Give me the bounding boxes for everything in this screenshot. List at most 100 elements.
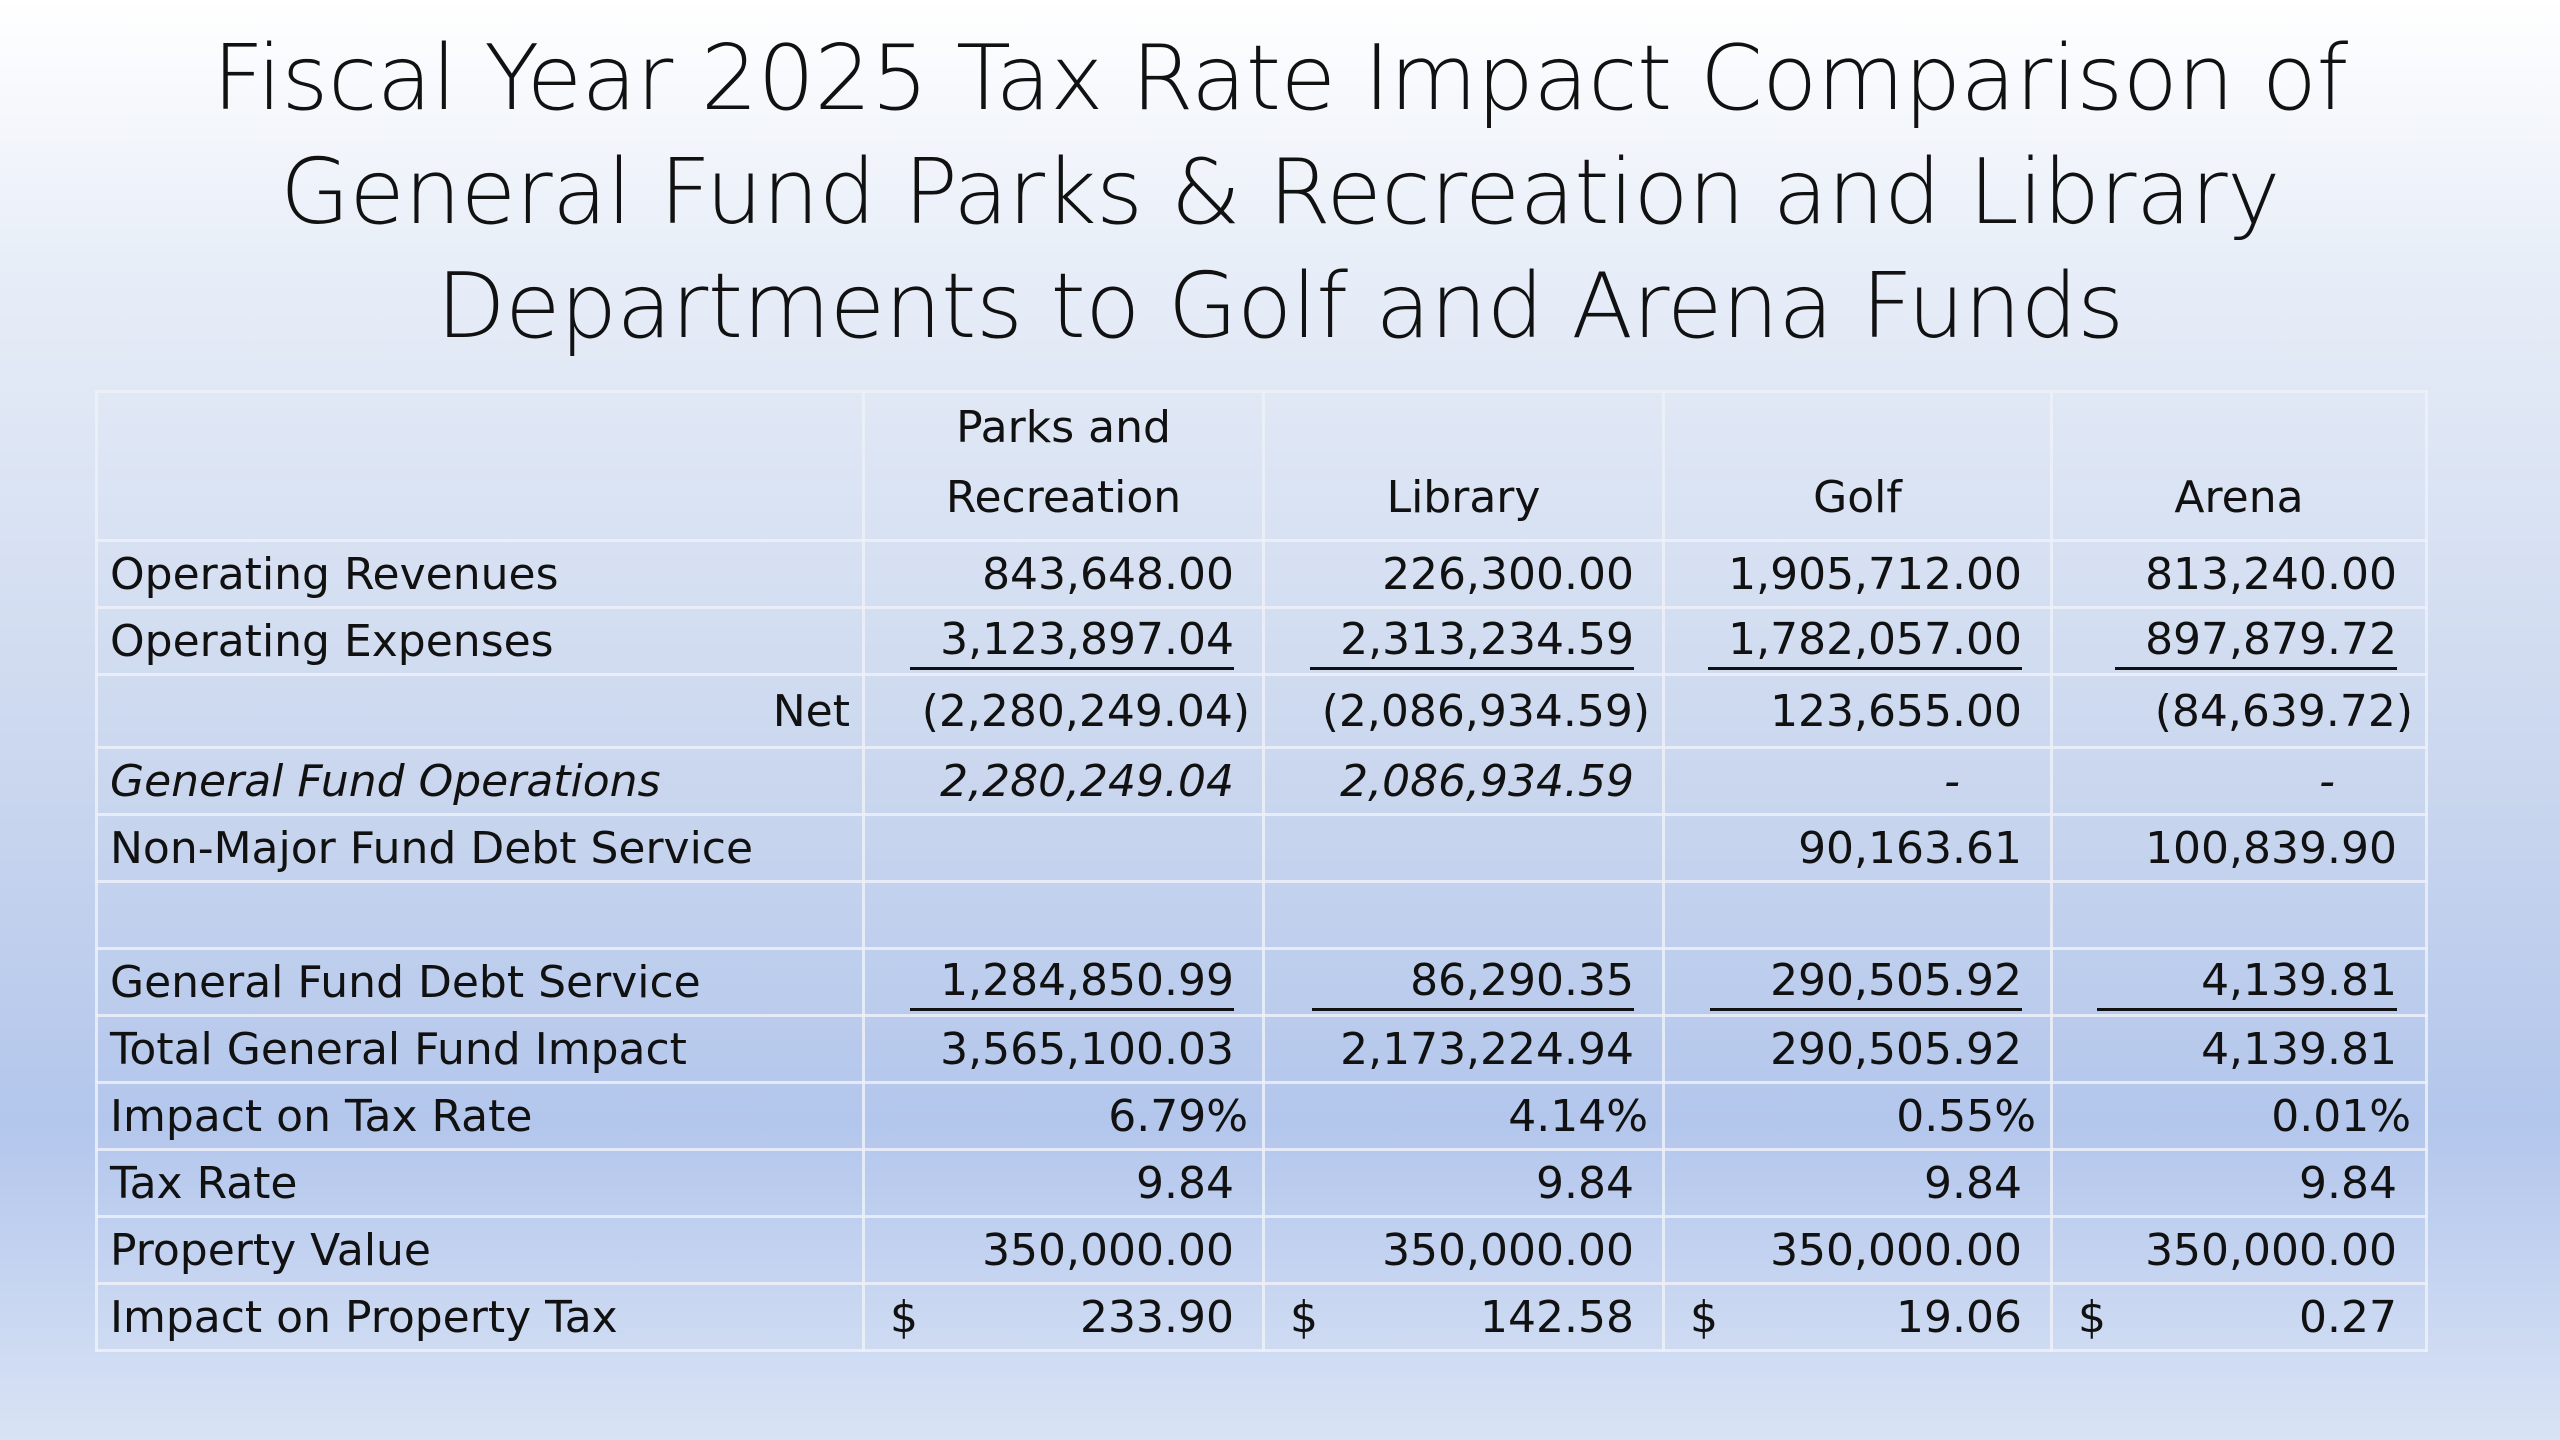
blank-cell	[2050, 880, 2428, 950]
row-label: General Fund Debt Service	[95, 947, 865, 1017]
row-label: Impact on Tax Rate	[95, 1081, 865, 1151]
cell-golf: 350,000.00	[1662, 1215, 2053, 1285]
cell-parks: 6.79%	[862, 1081, 1265, 1151]
cell-parks: 3,565,100.03	[862, 1014, 1265, 1084]
cell-library: 226,300.00	[1262, 539, 1665, 609]
cell-parks: 3,123,897.04	[862, 606, 1265, 676]
cell-library-value: 142.58	[1480, 1291, 1634, 1343]
cell-arena: 4,139.81	[2050, 947, 2428, 1017]
row-operating-expenses: Operating Expenses 3,123,897.04 2,313,23…	[95, 606, 2428, 676]
header-parks-line2: Recreation	[945, 472, 1182, 523]
header-blank	[95, 390, 865, 542]
header-row: Parks and Recreation Library Golf Arena	[95, 390, 2428, 542]
cell-golf: 9.84	[1662, 1148, 2053, 1218]
row-blank	[95, 880, 2428, 950]
cell-arena-value: 0.27	[2299, 1291, 2397, 1343]
blank-cell	[1662, 880, 2053, 950]
currency-symbol: $	[1690, 1291, 1718, 1343]
row-impact-on-property-tax: Impact on Property Tax $233.90 $142.58 $…	[95, 1282, 2428, 1352]
row-operating-revenues: Operating Revenues 843,648.00 226,300.00…	[95, 539, 2428, 609]
slide-title: Fiscal Year 2025 Tax Rate Impact Compari…	[0, 22, 2560, 364]
cell-library-value: 86,290.35	[1312, 954, 1634, 1011]
cell-arena: 100,839.90	[2050, 813, 2428, 883]
header-parks: Parks and Recreation	[862, 390, 1265, 542]
row-general-fund-debt-service: General Fund Debt Service 1,284,850.99 8…	[95, 947, 2428, 1017]
blank-cell	[95, 880, 865, 950]
cell-parks: (2,280,249.04)	[862, 673, 1265, 749]
cell-library: 350,000.00	[1262, 1215, 1665, 1285]
cell-arena: 897,879.72	[2050, 606, 2428, 676]
cell-library: 86,290.35	[1262, 947, 1665, 1017]
cell-arena: 0.01%	[2050, 1081, 2428, 1151]
blank-cell	[1262, 880, 1665, 950]
row-total-general-fund-impact: Total General Fund Impact 3,565,100.03 2…	[95, 1014, 2428, 1084]
cell-library: 2,173,224.94	[1262, 1014, 1665, 1084]
cell-golf: 290,505.92	[1662, 1014, 2053, 1084]
cell-arena-value: 897,879.72	[2115, 613, 2397, 670]
cell-parks-value: 1,284,850.99	[910, 954, 1234, 1011]
tax-impact-table: Parks and Recreation Library Golf Arena O…	[95, 390, 2428, 1352]
cell-library	[1262, 813, 1665, 883]
currency-symbol: $	[1290, 1291, 1318, 1343]
header-parks-line1: Parks and	[956, 402, 1171, 453]
cell-golf-value: 1,782,057.00	[1708, 613, 2022, 670]
cell-parks: $233.90	[862, 1282, 1265, 1352]
row-label: Net	[95, 673, 865, 749]
cell-parks-value: 3,123,897.04	[910, 613, 1234, 670]
cell-library: 4.14%	[1262, 1081, 1665, 1151]
cell-golf: -	[1662, 746, 2053, 816]
cell-golf: $19.06	[1662, 1282, 2053, 1352]
cell-parks: 1,284,850.99	[862, 947, 1265, 1017]
row-general-fund-operations: General Fund Operations 2,280,249.04 2,0…	[95, 746, 2428, 816]
cell-golf: 90,163.61	[1662, 813, 2053, 883]
cell-golf: 1,782,057.00	[1662, 606, 2053, 676]
row-label: Impact on Property Tax	[95, 1282, 865, 1352]
title-line-1: Fiscal Year 2025 Tax Rate Impact Compari…	[212, 26, 2348, 131]
currency-symbol: $	[2078, 1291, 2106, 1343]
row-label: Total General Fund Impact	[95, 1014, 865, 1084]
title-line-2: General Fund Parks & Recreation and Libr…	[280, 140, 2280, 245]
cell-arena: 350,000.00	[2050, 1215, 2428, 1285]
cell-parks	[862, 813, 1265, 883]
cell-library: $142.58	[1262, 1282, 1665, 1352]
cell-parks: 843,648.00	[862, 539, 1265, 609]
cell-arena-value: 4,139.81	[2097, 954, 2397, 1011]
header-library: Library	[1262, 390, 1665, 542]
cell-library: (2,086,934.59)	[1262, 673, 1665, 749]
cell-parks: 350,000.00	[862, 1215, 1265, 1285]
row-property-value: Property Value 350,000.00 350,000.00 350…	[95, 1215, 2428, 1285]
row-net: Net (2,280,249.04) (2,086,934.59) 123,65…	[95, 673, 2428, 749]
cell-golf: 123,655.00	[1662, 673, 2053, 749]
title-line-3: Departments to Golf and Arena Funds	[436, 254, 2124, 359]
cell-parks: 2,280,249.04	[862, 746, 1265, 816]
cell-golf: 290,505.92	[1662, 947, 2053, 1017]
cell-arena: 813,240.00	[2050, 539, 2428, 609]
row-label: Operating Expenses	[95, 606, 865, 676]
row-nonmajor-debt-service: Non-Major Fund Debt Service 90,163.61 10…	[95, 813, 2428, 883]
header-arena: Arena	[2050, 390, 2428, 542]
cell-arena: $0.27	[2050, 1282, 2428, 1352]
row-impact-on-tax-rate: Impact on Tax Rate 6.79% 4.14% 0.55% 0.0…	[95, 1081, 2428, 1151]
row-tax-rate: Tax Rate 9.84 9.84 9.84 9.84	[95, 1148, 2428, 1218]
cell-golf: 1,905,712.00	[1662, 539, 2053, 609]
row-label: Property Value	[95, 1215, 865, 1285]
row-label: Non-Major Fund Debt Service	[95, 813, 865, 883]
cell-golf-value: 19.06	[1896, 1291, 2022, 1343]
row-label: Operating Revenues	[95, 539, 865, 609]
cell-library: 9.84	[1262, 1148, 1665, 1218]
cell-golf-value: 290,505.92	[1710, 954, 2022, 1011]
header-golf: Golf	[1662, 390, 2053, 542]
cell-library-value: 2,313,234.59	[1310, 613, 1634, 670]
cell-parks: 9.84	[862, 1148, 1265, 1218]
row-label: Tax Rate	[95, 1148, 865, 1218]
cell-arena: (84,639.72)	[2050, 673, 2428, 749]
cell-arena: 9.84	[2050, 1148, 2428, 1218]
currency-symbol: $	[890, 1291, 918, 1343]
cell-library: 2,313,234.59	[1262, 606, 1665, 676]
blank-cell	[862, 880, 1265, 950]
cell-golf: 0.55%	[1662, 1081, 2053, 1151]
cell-parks-value: 233.90	[1080, 1291, 1234, 1343]
cell-arena: -	[2050, 746, 2428, 816]
cell-arena: 4,139.81	[2050, 1014, 2428, 1084]
row-label: General Fund Operations	[95, 746, 865, 816]
